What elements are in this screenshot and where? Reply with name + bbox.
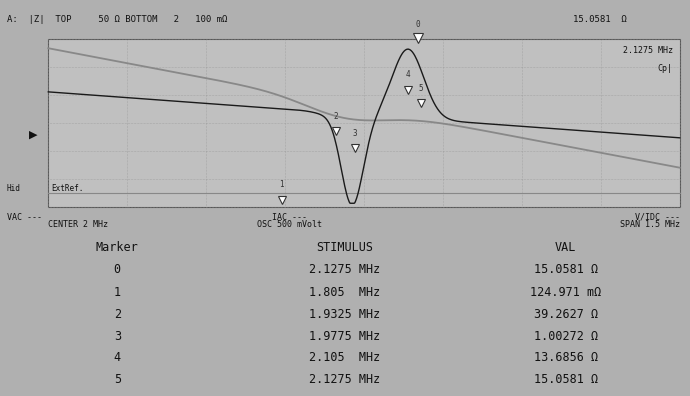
Text: 4: 4 xyxy=(406,70,411,79)
Text: 2.1275 MHz: 2.1275 MHz xyxy=(309,263,381,276)
Text: 1.9325 MHz: 1.9325 MHz xyxy=(309,308,381,321)
Text: 15.0581  Ω: 15.0581 Ω xyxy=(573,15,627,24)
Text: IAC ---: IAC --- xyxy=(273,213,307,221)
Text: 0: 0 xyxy=(415,20,420,29)
Text: Cp|: Cp| xyxy=(658,64,673,73)
Text: STIMULUS: STIMULUS xyxy=(317,241,373,254)
Text: CENTER 2 MHz: CENTER 2 MHz xyxy=(48,219,108,228)
Text: VAL: VAL xyxy=(555,241,576,254)
Text: SPAN 1.5 MHz: SPAN 1.5 MHz xyxy=(620,219,680,228)
Text: ExtRef.: ExtRef. xyxy=(52,184,84,193)
Text: Hid: Hid xyxy=(7,184,21,193)
Text: 3: 3 xyxy=(114,329,121,343)
Text: 2.1275 MHz: 2.1275 MHz xyxy=(309,373,381,386)
Text: 0: 0 xyxy=(114,263,121,276)
Text: A:  |Z|  TOP     50 Ω BOTTOM   2   100 mΩ: A: |Z| TOP 50 Ω BOTTOM 2 100 mΩ xyxy=(7,15,227,24)
Text: 124.971 mΩ: 124.971 mΩ xyxy=(530,286,602,299)
Text: 3: 3 xyxy=(352,129,357,138)
Text: 1: 1 xyxy=(279,181,284,190)
Text: 13.6856 Ω: 13.6856 Ω xyxy=(534,351,598,364)
Text: 2.105  MHz: 2.105 MHz xyxy=(309,351,381,364)
Text: 5: 5 xyxy=(418,84,423,93)
Bar xyxy=(48,39,680,207)
Text: 1.805  MHz: 1.805 MHz xyxy=(309,286,381,299)
Text: 15.0581 Ω: 15.0581 Ω xyxy=(534,263,598,276)
Text: 5: 5 xyxy=(114,373,121,386)
Text: ▶: ▶ xyxy=(30,129,38,140)
Text: 2.1275 MHz: 2.1275 MHz xyxy=(623,46,673,55)
Text: 1.00272 Ω: 1.00272 Ω xyxy=(534,329,598,343)
Text: Marker: Marker xyxy=(96,241,139,254)
Text: 1: 1 xyxy=(114,286,121,299)
Text: 39.2627 Ω: 39.2627 Ω xyxy=(534,308,598,321)
Text: 4: 4 xyxy=(114,351,121,364)
Text: 2: 2 xyxy=(333,112,338,121)
Text: 2: 2 xyxy=(114,308,121,321)
Text: VAC ---: VAC --- xyxy=(7,213,42,221)
Text: 15.0581 Ω: 15.0581 Ω xyxy=(534,373,598,386)
Text: V/IDC ---: V/IDC --- xyxy=(635,213,680,221)
Text: 1.9775 MHz: 1.9775 MHz xyxy=(309,329,381,343)
Text: OSC 500 mVolt: OSC 500 mVolt xyxy=(257,219,322,228)
